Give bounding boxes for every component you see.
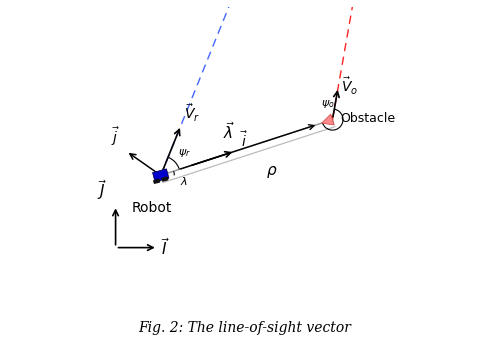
- Polygon shape: [152, 169, 169, 182]
- Text: $\psi_o$: $\psi_o$: [321, 98, 335, 110]
- Text: $\vec{V}_r$: $\vec{V}_r$: [184, 103, 200, 124]
- Text: Obstacle: Obstacle: [340, 111, 395, 124]
- Text: $\vec{i}$: $\vec{i}$: [240, 130, 248, 150]
- Text: $\rho$: $\rho$: [266, 164, 278, 180]
- Polygon shape: [154, 179, 160, 183]
- Text: Robot: Robot: [131, 201, 172, 215]
- Text: $\vec{J}$: $\vec{J}$: [97, 179, 107, 202]
- Text: $\lambda$: $\lambda$: [180, 175, 188, 187]
- Text: $\vec{j}$: $\vec{j}$: [112, 126, 120, 148]
- Text: Fig. 2: The line-of-sight vector: Fig. 2: The line-of-sight vector: [139, 321, 351, 335]
- Text: $\psi_r$: $\psi_r$: [178, 147, 191, 159]
- Text: $\vec{\lambda}$: $\vec{\lambda}$: [223, 121, 235, 142]
- Text: $\vec{I}$: $\vec{I}$: [161, 237, 170, 258]
- Polygon shape: [162, 177, 168, 181]
- Text: $\vec{V}_o$: $\vec{V}_o$: [341, 77, 358, 97]
- Polygon shape: [321, 114, 334, 125]
